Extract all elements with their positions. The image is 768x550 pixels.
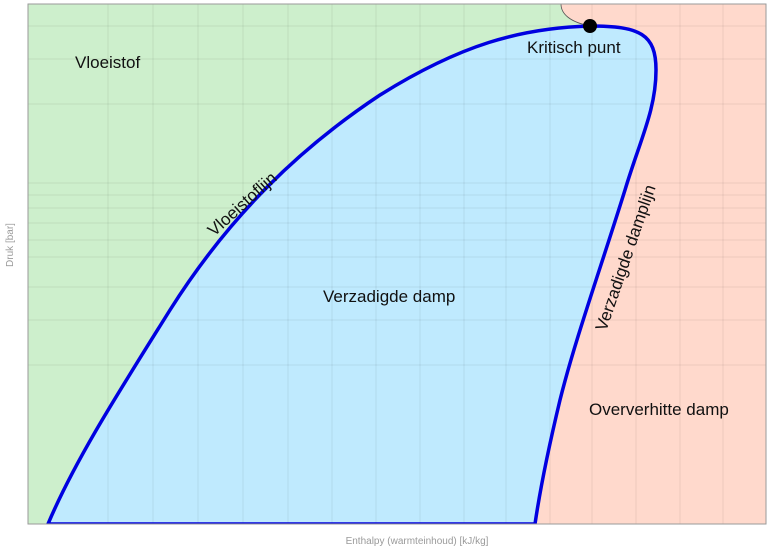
saturated-vapor-region bbox=[48, 26, 656, 524]
y-axis-label: Druk [bar] bbox=[5, 223, 16, 267]
liquid-region-label: Vloeistof bbox=[75, 53, 140, 72]
grid-vertical bbox=[107, 4, 724, 524]
grid-horizontal bbox=[28, 25, 766, 366]
saturated-vapor-label: Verzadigde damp bbox=[323, 287, 455, 306]
x-axis-label: Enthalpy (warmteinhoud) [kJ/kg] bbox=[346, 536, 489, 547]
plot-frame bbox=[27, 3, 767, 525]
superheated-region-label: Oververhitte damp bbox=[589, 400, 729, 419]
critical-point-label: Kritisch punt bbox=[527, 38, 621, 57]
liquid-region bbox=[28, 4, 590, 524]
critical-point-marker bbox=[583, 19, 597, 33]
